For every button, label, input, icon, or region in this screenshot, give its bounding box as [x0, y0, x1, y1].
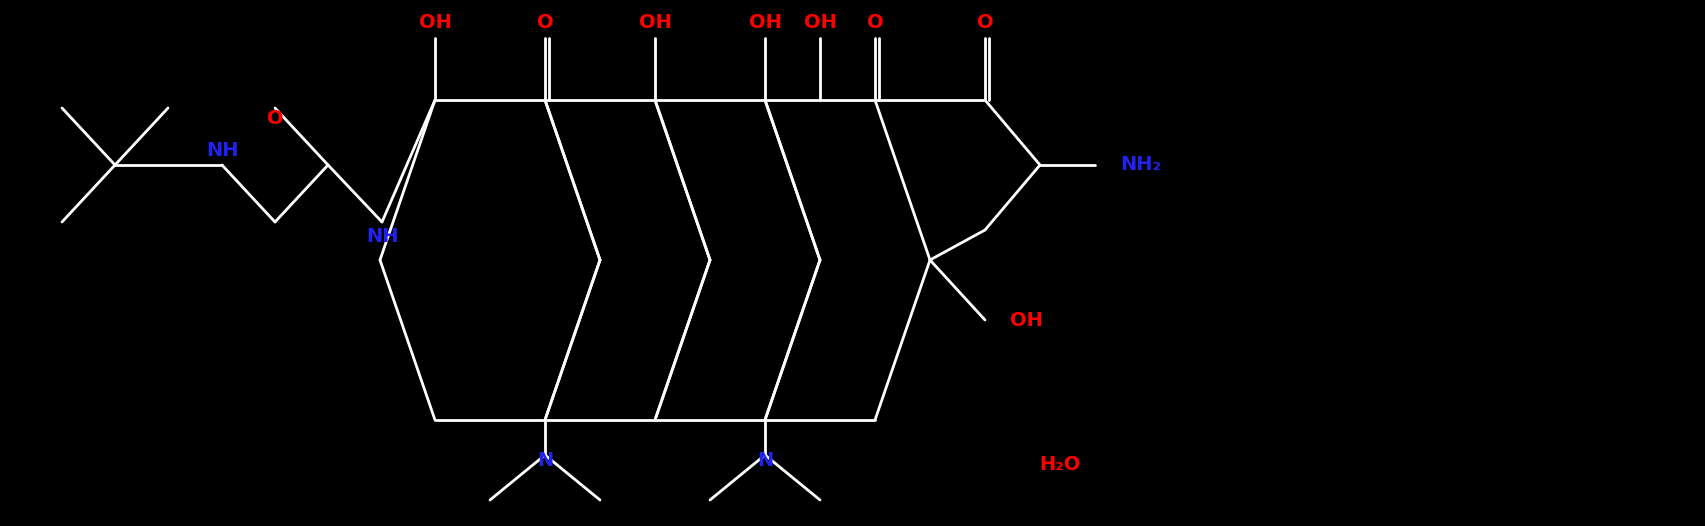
Text: OH: OH: [418, 13, 452, 32]
Text: N: N: [757, 450, 772, 470]
Text: OH: OH: [748, 13, 781, 32]
Text: O: O: [266, 108, 283, 127]
Text: NH: NH: [206, 140, 239, 159]
Text: O: O: [537, 13, 554, 32]
Text: H₂O: H₂O: [1040, 456, 1081, 474]
Text: OH: OH: [639, 13, 672, 32]
Text: N: N: [537, 450, 552, 470]
Text: NH₂: NH₂: [1120, 156, 1161, 175]
Text: NH: NH: [367, 228, 399, 247]
Text: O: O: [866, 13, 883, 32]
Text: OH: OH: [803, 13, 837, 32]
Text: OH: OH: [1009, 310, 1043, 329]
Text: O: O: [977, 13, 994, 32]
